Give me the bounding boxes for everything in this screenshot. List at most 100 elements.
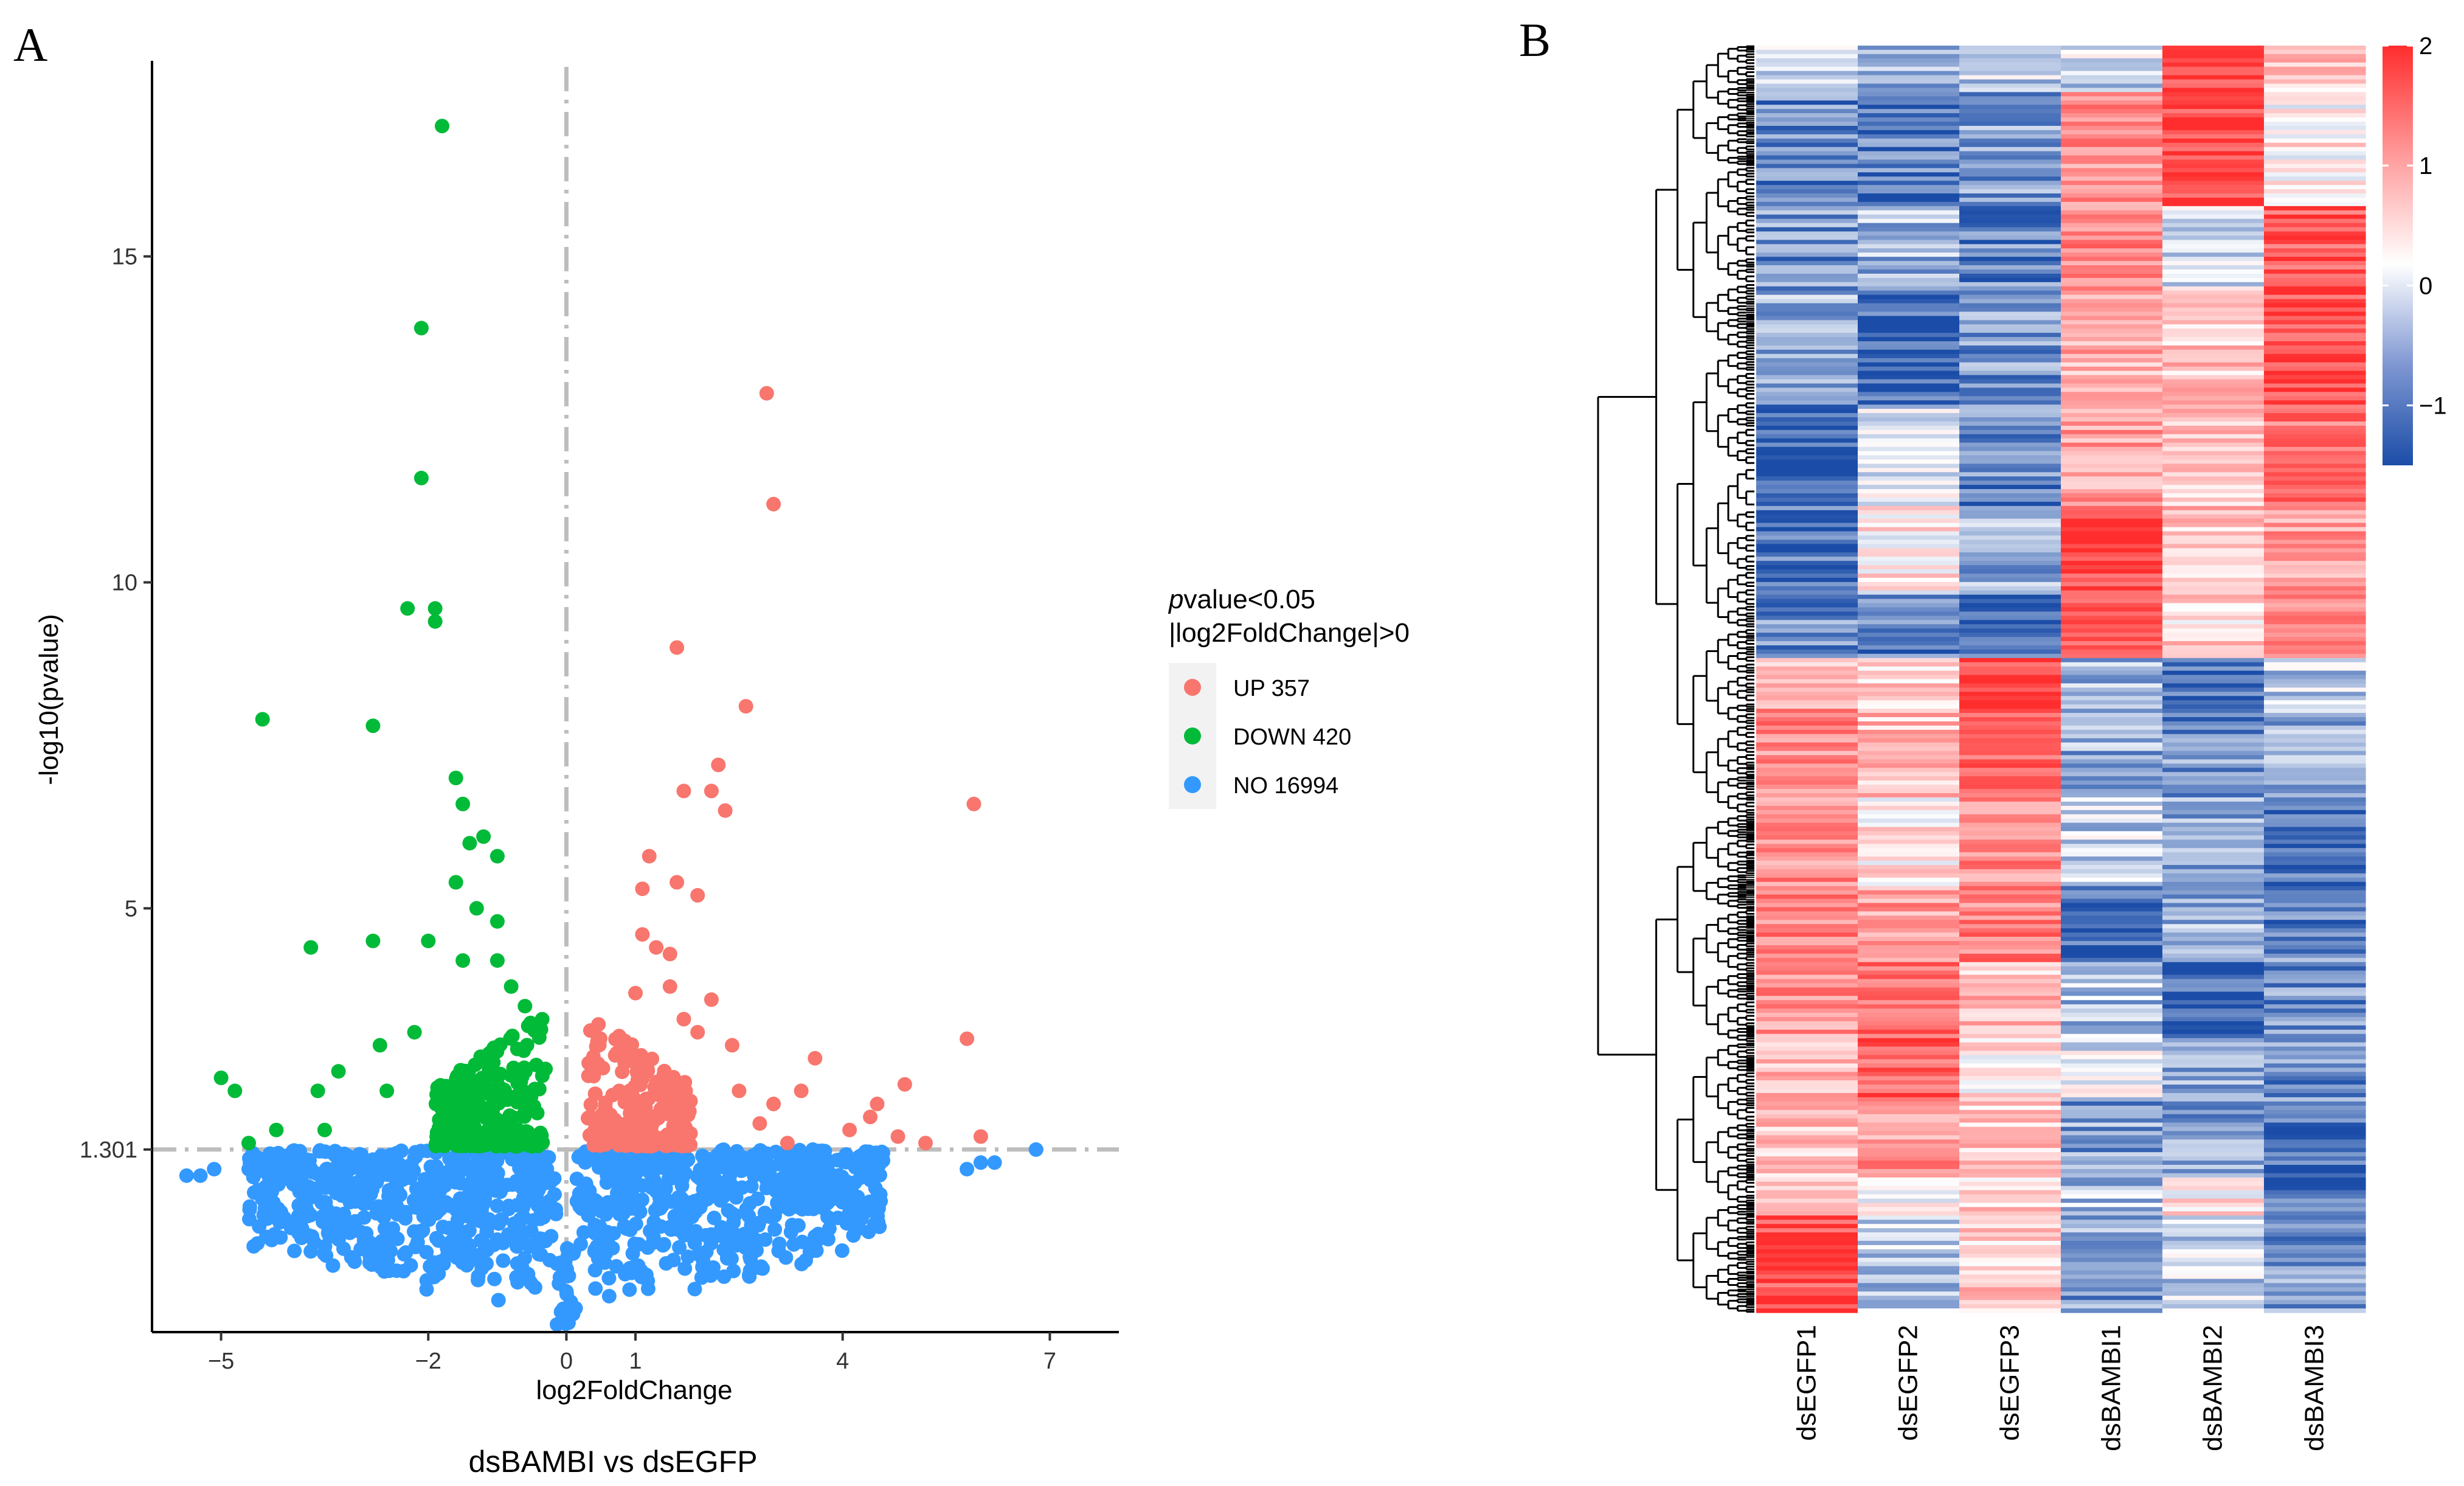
heatmap-cell	[1756, 865, 1858, 870]
heatmap-cell	[2061, 387, 2163, 392]
heatmap-cell	[1858, 772, 1960, 777]
heatmap-cell	[2162, 974, 2265, 980]
heatmap-cell	[2264, 700, 2366, 705]
heatmap-cell	[2264, 451, 2366, 456]
heatmap-cell	[2162, 835, 2265, 840]
heatmap-cell	[1858, 481, 1960, 485]
heatmap-cell	[2162, 772, 2265, 777]
heatmap-cell	[1756, 337, 1858, 342]
heatmap-cell	[1756, 835, 1858, 840]
scatter-point	[427, 601, 443, 616]
heatmap-cell	[2061, 197, 2163, 203]
heatmap-cell	[1858, 793, 1960, 798]
heatmap-cell	[1756, 953, 1858, 959]
heatmap-cell	[2162, 620, 2265, 625]
heatmap-cell	[1858, 890, 1960, 895]
heatmap-cell	[2264, 252, 2366, 257]
heatmap-cell	[1858, 113, 1960, 118]
heatmap-cell	[1756, 252, 1858, 257]
heatmap-cell	[2061, 721, 2163, 726]
heatmap-cell	[2264, 201, 2366, 207]
scatter-point	[468, 1125, 483, 1140]
scatter-point	[966, 796, 981, 811]
heatmap-cell	[2061, 277, 2163, 283]
heatmap-cell	[2061, 890, 2163, 895]
heatmap-cell	[2162, 886, 2265, 891]
heatmap-cell	[2162, 349, 2265, 355]
heatmap-cell	[1858, 768, 1960, 773]
heatmap-cell	[2264, 713, 2366, 718]
heatmap-cell	[1756, 801, 1858, 807]
heatmap-cell	[2264, 333, 2366, 338]
heatmap-cell	[1959, 294, 2061, 300]
heatmap-cell	[1756, 628, 1858, 633]
heatmap-cell	[2162, 898, 2265, 904]
heatmap-cell	[2264, 814, 2366, 819]
heatmap-cell	[2061, 523, 2163, 528]
heatmap-cell	[2162, 252, 2265, 257]
heatmap-cell	[2264, 911, 2366, 916]
heatmap-cell	[2162, 755, 2265, 760]
scatter-point	[628, 985, 643, 1001]
heatmap-cell	[1959, 835, 2061, 840]
heatmap-cell	[1756, 79, 1858, 85]
heatmap-cell	[1858, 577, 1960, 583]
heatmap-cell	[2061, 172, 2163, 177]
heatmap-cell	[1959, 717, 2061, 722]
heatmap-cell	[1959, 594, 2061, 600]
scatter-point	[511, 1220, 527, 1235]
scatter-point	[682, 1137, 697, 1153]
scatter-point	[598, 1198, 614, 1213]
heatmap-cell	[2264, 464, 2366, 468]
scatter-point	[635, 881, 650, 897]
heatmap-cell	[2061, 793, 2163, 798]
heatmap-cell	[1959, 201, 2061, 207]
scatter-point	[317, 1122, 332, 1137]
scatter-point	[509, 1151, 524, 1166]
heatmap-cell	[2061, 953, 2163, 959]
scatter-point	[670, 640, 685, 655]
heatmap-cell	[1756, 552, 1858, 557]
x-axis-title: log2FoldChange	[536, 1375, 733, 1405]
heatmap-cell	[1858, 273, 1960, 279]
heatmap-cell	[2061, 692, 2163, 696]
heatmap-cell	[2264, 725, 2366, 731]
heatmap-cell	[1959, 349, 2061, 355]
heatmap-cell	[2061, 628, 2163, 633]
heatmap-cell	[2061, 814, 2163, 819]
heatmap-cell	[2162, 413, 2265, 418]
heatmap-cell	[2264, 370, 2366, 376]
heatmap-cell	[2061, 294, 2163, 300]
heatmap-cell	[2061, 316, 2163, 321]
heatmap-cell	[1858, 464, 1960, 468]
scatter-point	[606, 1226, 621, 1241]
scatter-point	[732, 1083, 747, 1099]
heatmap-cell	[1756, 785, 1858, 790]
scatter-point	[394, 1167, 409, 1182]
heatmap-cell	[2162, 709, 2265, 713]
heatmap-cell	[2061, 231, 2163, 237]
scatter-point	[692, 1170, 707, 1186]
heatmap-cell	[1858, 83, 1960, 89]
heatmap-cell	[1756, 590, 1858, 595]
heatmap-cell	[1756, 505, 1858, 511]
scatter-point	[427, 614, 443, 629]
heatmap-cell	[1959, 151, 2061, 156]
heatmap-cell	[2264, 624, 2366, 629]
heatmap-cell	[1858, 535, 1960, 540]
heatmap-cell	[2061, 244, 2163, 249]
heatmap-cell	[2264, 780, 2366, 785]
heatmap-cell	[2061, 438, 2163, 443]
heatmap-cell	[2264, 294, 2366, 300]
heatmap-cell	[2061, 88, 2163, 92]
legend-key-down	[1184, 727, 1201, 745]
heatmap-cell	[1756, 58, 1858, 63]
heatmap-cell	[1858, 531, 1960, 536]
heatmap-cell	[1858, 438, 1960, 443]
scatter-point	[530, 1105, 545, 1120]
heatmap-cell	[1959, 599, 2061, 604]
heatmap-cell	[1959, 429, 2061, 435]
scatter-point	[255, 712, 270, 727]
scatter-point	[362, 1162, 377, 1177]
scatter-point	[547, 1171, 562, 1186]
